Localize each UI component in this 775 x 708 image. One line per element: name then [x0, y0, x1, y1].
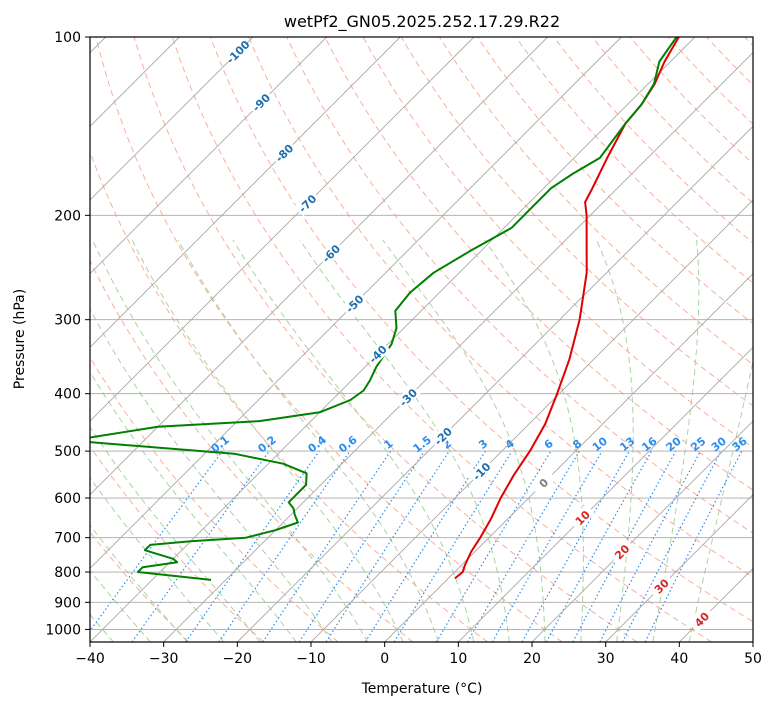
plot-frame [89, 36, 754, 643]
isotherm-label-bg [270, 139, 298, 166]
isotherms [90, 37, 753, 642]
isotherm-line [90, 37, 401, 348]
mixing-ratio-line [364, 450, 486, 642]
isotherm-line [310, 199, 753, 642]
y-tick-label: 500 [54, 444, 81, 460]
isotherm-line [752, 641, 753, 642]
moist-adiabat [688, 358, 753, 642]
isotherm-line [384, 273, 753, 642]
mixing-ratio-line [325, 450, 450, 642]
mixing-ratio-line [90, 450, 223, 632]
x-tick-label: 20 [523, 651, 541, 667]
dry-adiabat [90, 445, 264, 642]
isotherm-line [90, 37, 327, 275]
mixing-ratio-line [393, 450, 513, 642]
isotherm-line [237, 125, 753, 642]
chart-title: wetPf2_GN05.2025.252.17.29.R22 [284, 12, 560, 32]
isotherm-label-bg [688, 606, 715, 633]
isotherm-label-bg [468, 457, 495, 485]
dry-adiabat [171, 37, 712, 642]
x-tick-label: −40 [75, 651, 105, 667]
mixing-ratio-line [185, 450, 320, 642]
x-tick-label: 0 [380, 651, 389, 667]
isotherm-line [90, 37, 622, 569]
isotherm-line [90, 37, 254, 201]
moist-adiabat [131, 239, 404, 642]
moist-adiabat [382, 239, 546, 642]
isotherm-label-bg [429, 422, 456, 450]
x-axis-title: Temperature (°C) [361, 681, 483, 697]
y-tick-label: 700 [54, 531, 81, 547]
mixing-ratio-line [572, 450, 677, 642]
x-tick-label: 40 [670, 651, 688, 667]
isotherm-line [163, 52, 753, 642]
y-tick-label: 600 [54, 491, 81, 507]
isotherm-label-bg [364, 340, 391, 367]
mixing-ratio-line [435, 450, 552, 642]
dry-adiabat [591, 37, 753, 204]
isotherm-line [90, 37, 475, 422]
isotherm-label-bg [608, 538, 635, 565]
isotherm-label-bg [648, 572, 675, 599]
dry-adiabat [210, 37, 753, 623]
isotherm-label-bg [294, 190, 321, 217]
mixing-ratio-line [466, 450, 580, 642]
mixing-ratio-line [131, 450, 270, 642]
y-tick-label: 1000 [45, 622, 81, 638]
moist-adiabat [299, 239, 510, 642]
y-tick-label: 900 [54, 595, 81, 611]
isotherm-label-bg [530, 469, 557, 496]
mixing-ratio-line [521, 450, 631, 642]
x-tick-label: −30 [149, 651, 179, 667]
profiles [90, 37, 680, 581]
y-tick-label: 800 [54, 565, 81, 581]
isotherm-label-bg [317, 240, 344, 267]
pressure-gridlines [90, 37, 753, 630]
isotherm-line [90, 37, 548, 496]
isotherm-label-bg [569, 504, 596, 531]
dry-adiabat [133, 37, 638, 642]
dry-adiabat [477, 37, 753, 325]
moist-adiabat [595, 239, 634, 642]
mixing-ratio-line [491, 450, 603, 642]
dry-adiabat [90, 259, 414, 642]
moist-adiabat [90, 308, 333, 642]
isotherm-label-bg [341, 290, 368, 317]
isotherm-line [458, 346, 753, 642]
dry-adiabat [515, 37, 753, 284]
dry-adiabat [95, 37, 563, 642]
isotherm-label-bg [247, 89, 274, 116]
moist-adiabat [652, 239, 700, 642]
isotherm-label-bg [394, 384, 421, 411]
x-tick-label: 10 [449, 651, 467, 667]
moist-adiabat [92, 239, 369, 642]
mixing-ratio-lines [90, 450, 743, 642]
y-tick-label: 100 [54, 30, 81, 46]
y-axis: 100 200 300 400 500 600 700 800 900 1000 [45, 30, 90, 638]
y-tick-label: 300 [54, 313, 81, 329]
x-tick-label: −10 [296, 651, 326, 667]
x-tick-label: 50 [744, 651, 762, 667]
dry-adiabat [248, 37, 753, 578]
x-tick-label: 30 [597, 651, 615, 667]
x-tick-label: −20 [223, 651, 253, 667]
dry-adiabat [324, 37, 753, 491]
y-tick-label: 200 [54, 208, 81, 224]
y-tick-label: 400 [54, 387, 81, 403]
dry-adiabat [400, 37, 753, 407]
mixing-ratio-line [218, 450, 351, 642]
isotherm-line [531, 420, 753, 642]
x-axis: −40 −30 −20 −10 0 10 20 30 40 50 [75, 642, 762, 667]
y-axis-title: Pressure (hPa) [12, 289, 28, 389]
dewpoint-profile [90, 37, 678, 581]
isotherm-label-bg [224, 38, 251, 65]
isotherm-line [605, 494, 753, 642]
dry-adiabat [629, 37, 753, 165]
